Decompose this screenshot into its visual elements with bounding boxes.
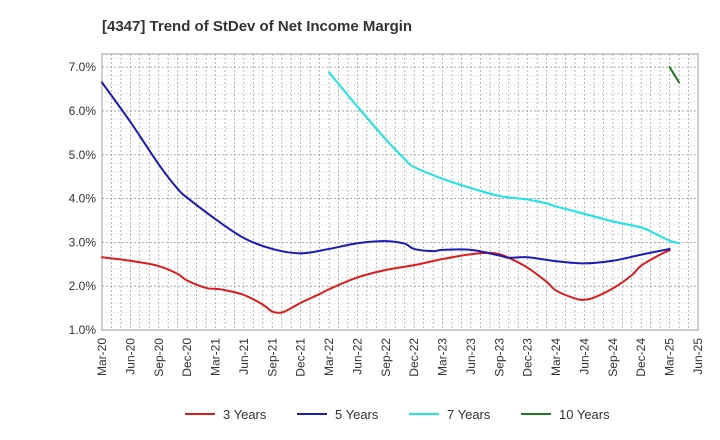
x-tick-label: Mar-24 [549, 338, 563, 376]
x-tick-label: Sep-24 [606, 338, 620, 377]
legend-item-5-years: 5 Years [297, 407, 379, 422]
x-tick-label: Sep-20 [152, 338, 166, 377]
y-tick-label: 3.0% [69, 235, 97, 249]
x-tick-label: Jun-20 [123, 338, 137, 375]
legend-label: 5 Years [335, 407, 379, 422]
x-tick-label: Jun-23 [464, 338, 478, 375]
y-tick-label: 2.0% [69, 279, 97, 293]
x-tick-label: Sep-21 [265, 338, 279, 377]
x-tick-label: Mar-23 [436, 338, 450, 376]
chart-title: [4347] Trend of StDev of Net Income Marg… [102, 18, 412, 35]
y-tick-label: 4.0% [69, 192, 97, 206]
y-tick-label: 7.0% [69, 60, 97, 74]
x-tick-label: Jun-21 [237, 338, 251, 375]
legend-item-7-years: 7 Years [409, 407, 491, 422]
legend-item-10-years: 10 Years [521, 407, 610, 422]
x-tick-label: Sep-23 [492, 338, 506, 377]
vertical-grid [101, 54, 699, 330]
x-tick-label: Mar-21 [209, 338, 223, 376]
x-tick-label: Sep-22 [379, 338, 393, 377]
x-tick-label: Dec-24 [634, 338, 648, 377]
x-tick-label: Dec-20 [180, 338, 194, 377]
x-tick-label: Dec-22 [407, 338, 421, 377]
legend-label: 7 Years [447, 407, 491, 422]
x-tick-label: Mar-22 [322, 338, 336, 376]
series-line-3-years [101, 249, 671, 314]
y-tick-label: 1.0% [69, 323, 97, 337]
x-axis-ticks: Mar-20 Jun-20 Sep-20 Dec-20 Mar-21 Jun-21 Sep-… [95, 338, 705, 377]
series-line-5-years [101, 81, 671, 265]
series-lines [101, 66, 681, 314]
x-tick-label: Jun-22 [350, 338, 364, 375]
y-tick-label: 5.0% [69, 148, 97, 162]
x-tick-label: Jun-25 [691, 338, 705, 375]
x-tick-label: Mar-20 [95, 338, 109, 376]
legend-item-3-years: 3 Years [185, 407, 267, 422]
legend-label: 10 Years [559, 407, 610, 422]
y-tick-label: 6.0% [69, 104, 97, 118]
series-line-7-years [328, 71, 681, 245]
legend-label: 3 Years [223, 407, 267, 422]
x-tick-label: Dec-23 [521, 338, 535, 377]
series-line-10-years [668, 66, 681, 84]
y-axis-ticks: 1.0% 2.0% 3.0% 4.0% 5.0% 6.0% 7.0% [69, 60, 97, 337]
x-tick-label: Jun-24 [577, 338, 591, 375]
x-tick-label: Mar-25 [663, 338, 677, 376]
legend: 3 Years 5 Years 7 Years 10 Years [185, 407, 610, 422]
plot-area [101, 53, 699, 331]
x-tick-label: Dec-21 [294, 338, 308, 377]
